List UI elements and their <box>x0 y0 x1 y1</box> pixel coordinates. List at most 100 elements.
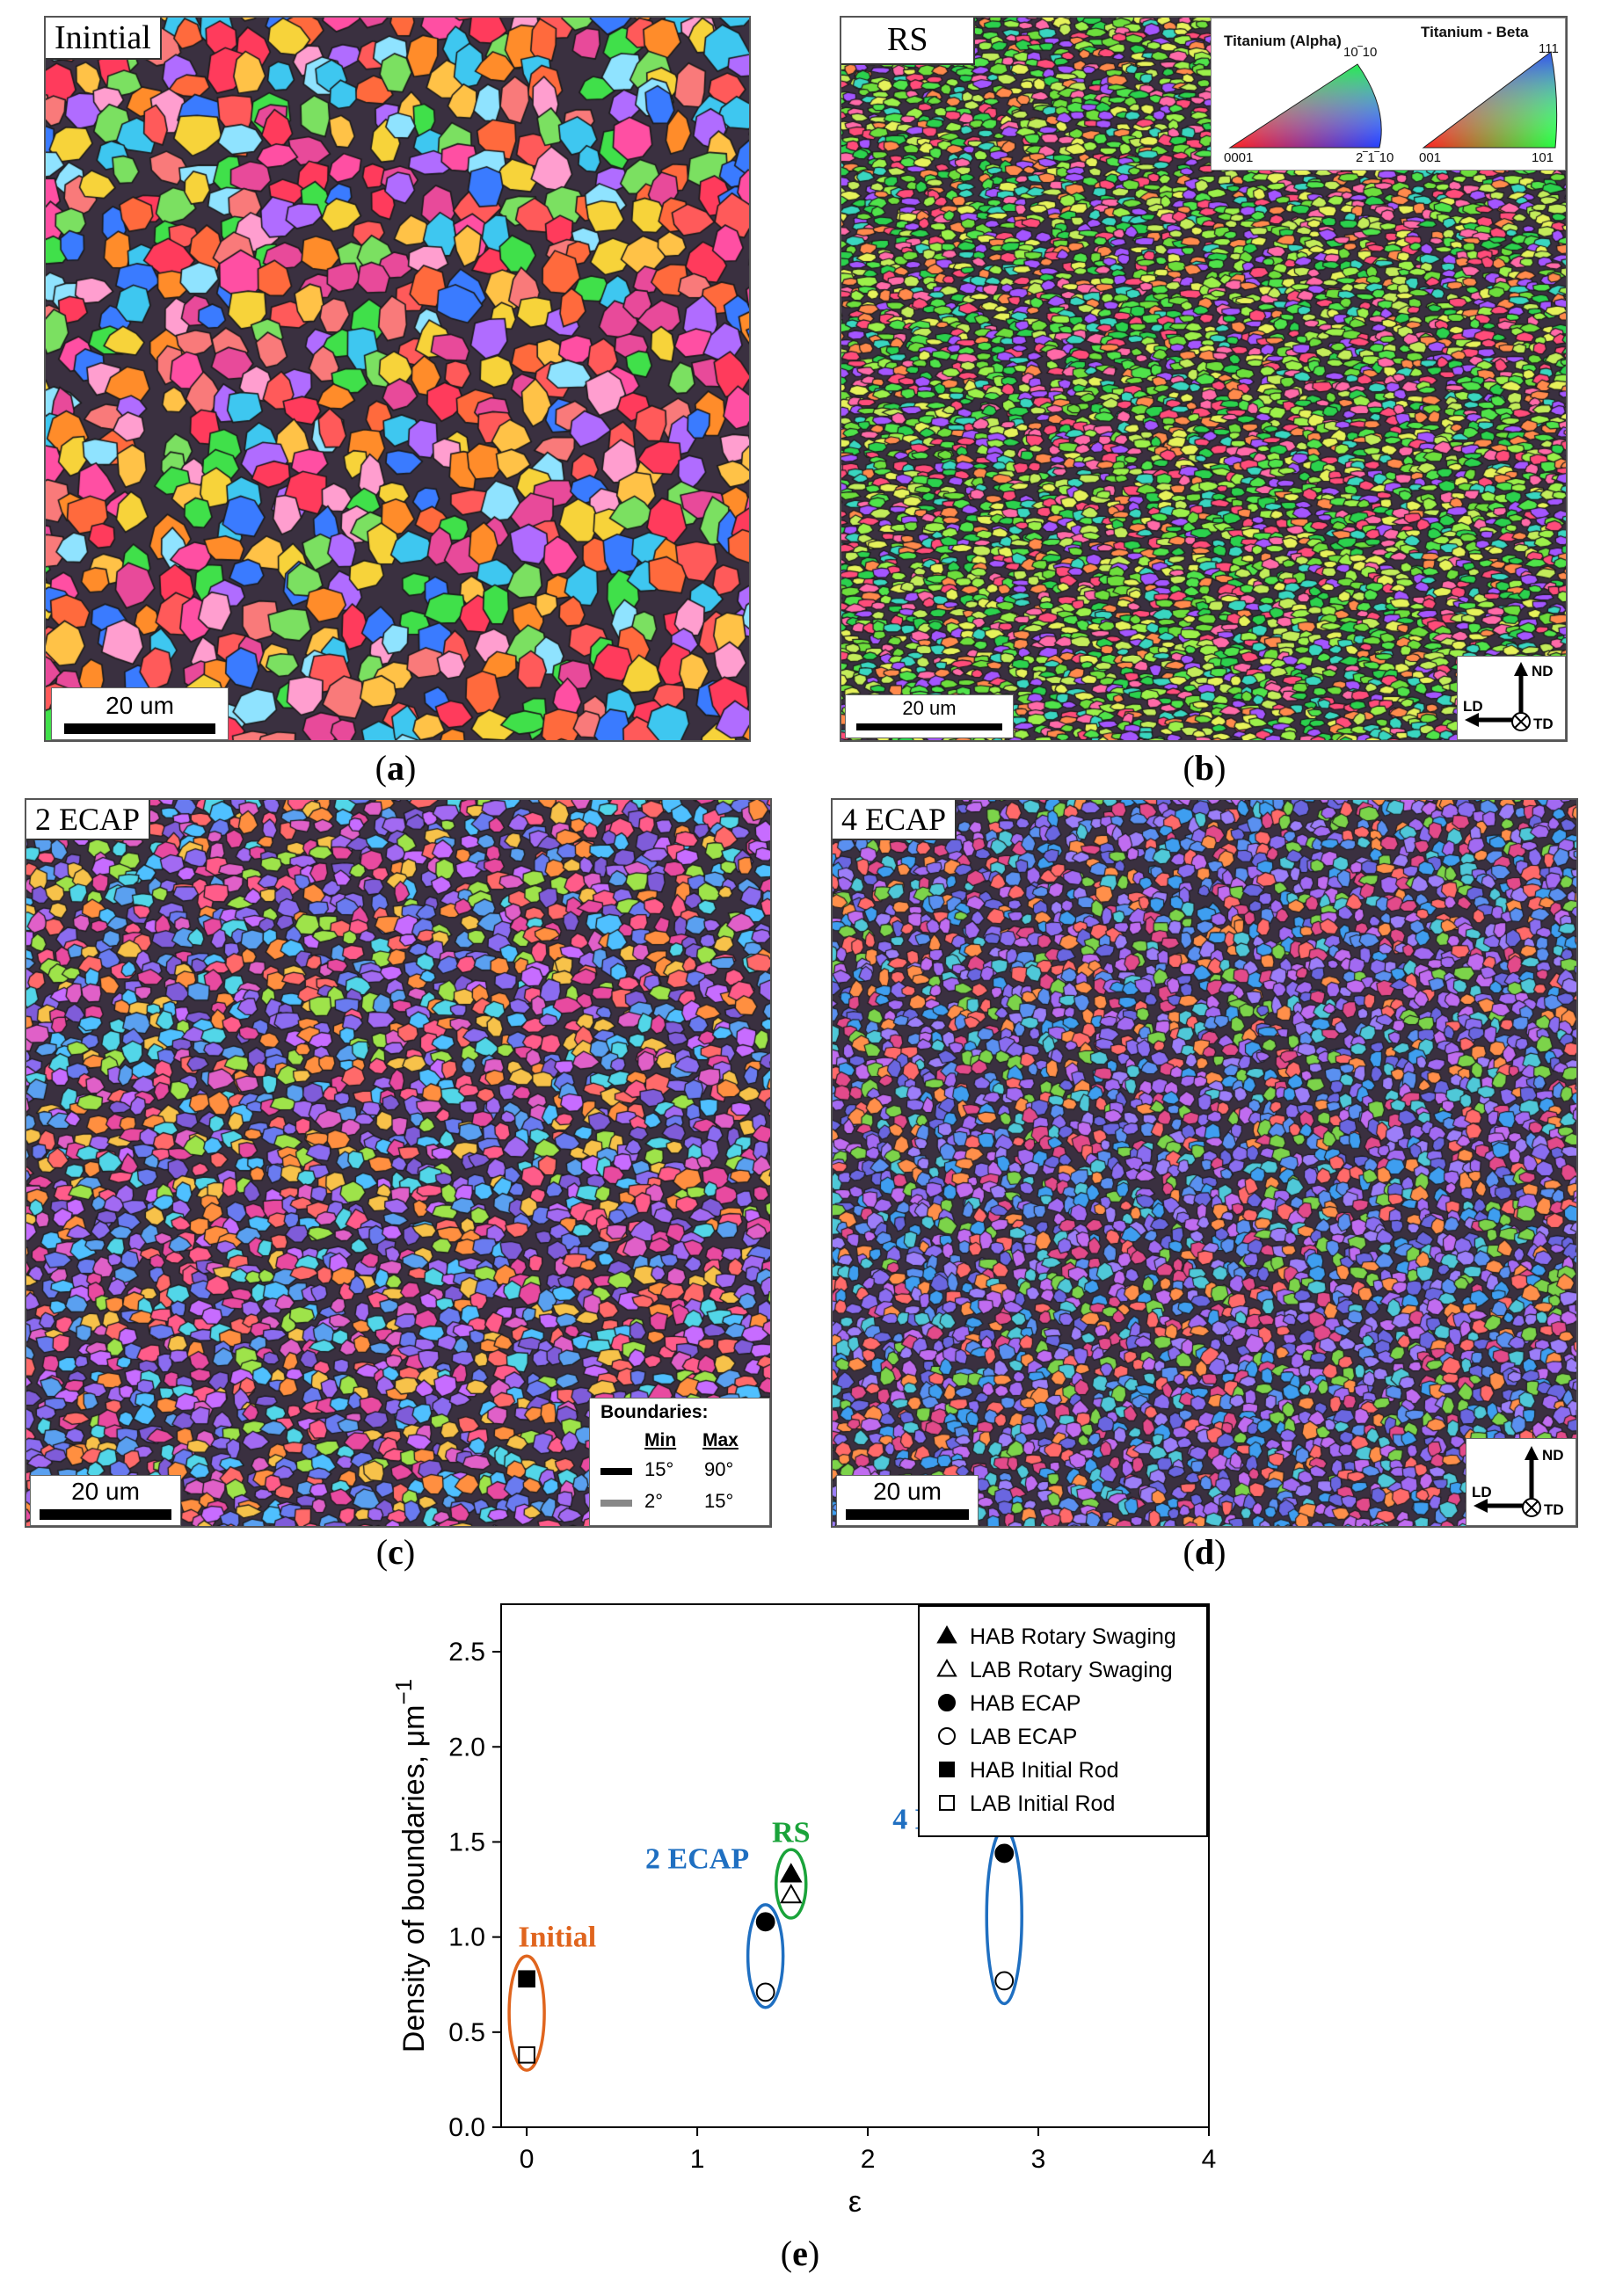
sample-axes-rs: ND LD TD <box>1457 656 1566 740</box>
ipf-beta-top: 111 <box>1539 41 1559 56</box>
scale-bar-line <box>40 1509 171 1520</box>
legend-marker <box>936 1658 957 1677</box>
data-point <box>994 1971 1015 1991</box>
y-tick-label: 0.0 <box>448 2113 485 2142</box>
caption-d: (d) <box>1183 1532 1226 1572</box>
caption-b: (b) <box>1183 748 1226 788</box>
boundary-max: 15° <box>704 1490 734 1512</box>
scale-bar-rs: 20 um <box>845 694 1014 738</box>
legend-marker <box>939 1762 955 1777</box>
orientation-map-4ecap <box>833 800 1576 1526</box>
scale-bar-line <box>856 723 1002 730</box>
ipf-alpha-title: Titanium (Alpha) <box>1224 33 1342 49</box>
y-tick-label: 1.5 <box>448 1827 485 1856</box>
caption-e: (e) <box>780 2234 820 2273</box>
orientation-map-initial <box>46 18 749 740</box>
group-label: RS <box>772 1816 810 1849</box>
y-tick-label: 1.0 <box>448 1923 485 1952</box>
ebsd-map-rs: RS Titanium (Alpha) Titanium - Beta 10‾1… <box>840 16 1568 742</box>
group-ellipse <box>775 1848 808 1920</box>
data-point <box>518 1970 535 1988</box>
ipf-beta-right: 101 <box>1532 150 1554 165</box>
legend-label: LAB ECAP <box>970 1725 1077 1749</box>
group-label: 2 ECAP <box>645 1843 749 1876</box>
legend-marker <box>938 1727 956 1745</box>
boundaries-row-hab: 15° 90° <box>590 1458 769 1485</box>
x-tick-label: 2 <box>861 2145 876 2174</box>
data-point <box>518 2045 535 2064</box>
legend-label: HAB ECAP <box>970 1691 1081 1716</box>
scale-bar-2ecap: 20 um <box>30 1475 181 1526</box>
panel-label-rs: RS <box>841 18 976 65</box>
scale-bar-line <box>64 723 215 734</box>
panel-label-2ecap: 2 ECAP <box>26 800 151 840</box>
data-point <box>755 1912 775 1932</box>
x-tick-label: 1 <box>690 2145 705 2174</box>
ipf-beta-triangle <box>1422 51 1558 149</box>
ipf-alpha-right: 2‾1‾10 <box>1356 150 1394 165</box>
boundaries-legend: Boundaries: Min Max 15° 90° 2° 15° <box>589 1398 770 1526</box>
boundaries-row-lab: 2° 15° <box>590 1490 769 1516</box>
group-ellipse <box>507 1954 546 2072</box>
boundary-min: 15° <box>644 1458 674 1480</box>
chart-legend <box>918 1605 1208 1837</box>
scale-bar-line <box>846 1509 969 1520</box>
axis-ld-label: LD <box>1463 698 1483 715</box>
panel-label-4ecap: 4 ECAP <box>833 800 957 840</box>
legend-label: LAB Rotary Swaging <box>970 1658 1173 1682</box>
ipf-color-key: Titanium (Alpha) Titanium - Beta 10‾10 0… <box>1211 18 1566 171</box>
axis-td-label: TD <box>1533 716 1554 732</box>
axis-ld-label: LD <box>1472 1484 1492 1500</box>
group-label: Initial <box>518 1921 596 1953</box>
boundary-min: 2° <box>644 1490 664 1512</box>
ebsd-map-4ecap: 4 ECAP 20 um ND LD TD <box>831 798 1578 1528</box>
x-tick-label: 0 <box>520 2145 535 2174</box>
ipf-beta-left: 001 <box>1419 150 1442 165</box>
boundary-swatch-black <box>600 1468 632 1475</box>
data-point <box>994 1843 1015 1864</box>
scale-bar-text: 20 um <box>106 692 174 719</box>
legend-label: HAB Rotary Swaging <box>970 1624 1176 1649</box>
scale-bar-text: 20 um <box>873 1478 942 1505</box>
caption-c: (c) <box>375 1532 416 1572</box>
legend-label: LAB Initial Rod <box>970 1791 1115 1816</box>
data-point <box>755 1982 775 2002</box>
legend-marker <box>936 1624 957 1644</box>
legend-marker <box>939 1795 955 1811</box>
y-axis-label: Density of boundaries, μm−1 <box>390 1679 431 2053</box>
scale-bar-text: 20 um <box>71 1478 140 1505</box>
axis-td-label: TD <box>1544 1501 1564 1518</box>
axis-nd-label: ND <box>1532 663 1554 679</box>
boundaries-max-header: Max <box>702 1430 739 1450</box>
boundaries-title: Boundaries: <box>600 1402 709 1422</box>
y-tick-label: 0.5 <box>448 2018 485 2047</box>
ipf-alpha-left: 0001 <box>1224 150 1254 165</box>
group-ellipse <box>746 1903 785 2009</box>
legend-marker <box>938 1694 956 1711</box>
caption-a: (a) <box>375 748 417 788</box>
ipf-beta-title: Titanium - Beta <box>1421 24 1529 40</box>
boundary-density-chart: 0 1 2 3 4 0.0 0.5 1.0 1.5 2.0 2.5 ε Density of bound… <box>390 1603 1217 2219</box>
data-point <box>780 1863 803 1883</box>
panel-label-initial: Inintial <box>46 18 162 60</box>
scale-bar-text: 20 um <box>902 697 957 719</box>
data-point <box>780 1884 803 1904</box>
boundary-swatch-gray <box>600 1500 632 1507</box>
ipf-alpha-top: 10‾10 <box>1343 45 1378 60</box>
y-tick-label: 2.0 <box>448 1733 485 1762</box>
x-tick-label: 3 <box>1031 2145 1046 2174</box>
scale-bar-initial: 20 um <box>51 687 229 740</box>
plot-frame <box>500 1603 1210 2128</box>
x-tick-label: 4 <box>1202 2145 1217 2174</box>
ebsd-map-2ecap: 2 ECAP 20 um Boundaries: Min Max 15° 90°… <box>25 798 772 1528</box>
x-axis-label: ε <box>848 2185 862 2219</box>
boundaries-min-header: Min <box>644 1430 677 1450</box>
sample-axes-4ecap: ND LD TD <box>1466 1438 1576 1526</box>
ipf-alpha-triangle <box>1228 63 1382 149</box>
boundary-max: 90° <box>704 1458 734 1480</box>
y-tick-label: 2.5 <box>448 1638 485 1667</box>
scale-bar-4ecap: 20 um <box>836 1475 979 1526</box>
legend-label: HAB Initial Rod <box>970 1758 1119 1783</box>
ebsd-map-initial: Inintial 20 um <box>44 16 751 742</box>
axis-nd-label: ND <box>1542 1447 1564 1464</box>
